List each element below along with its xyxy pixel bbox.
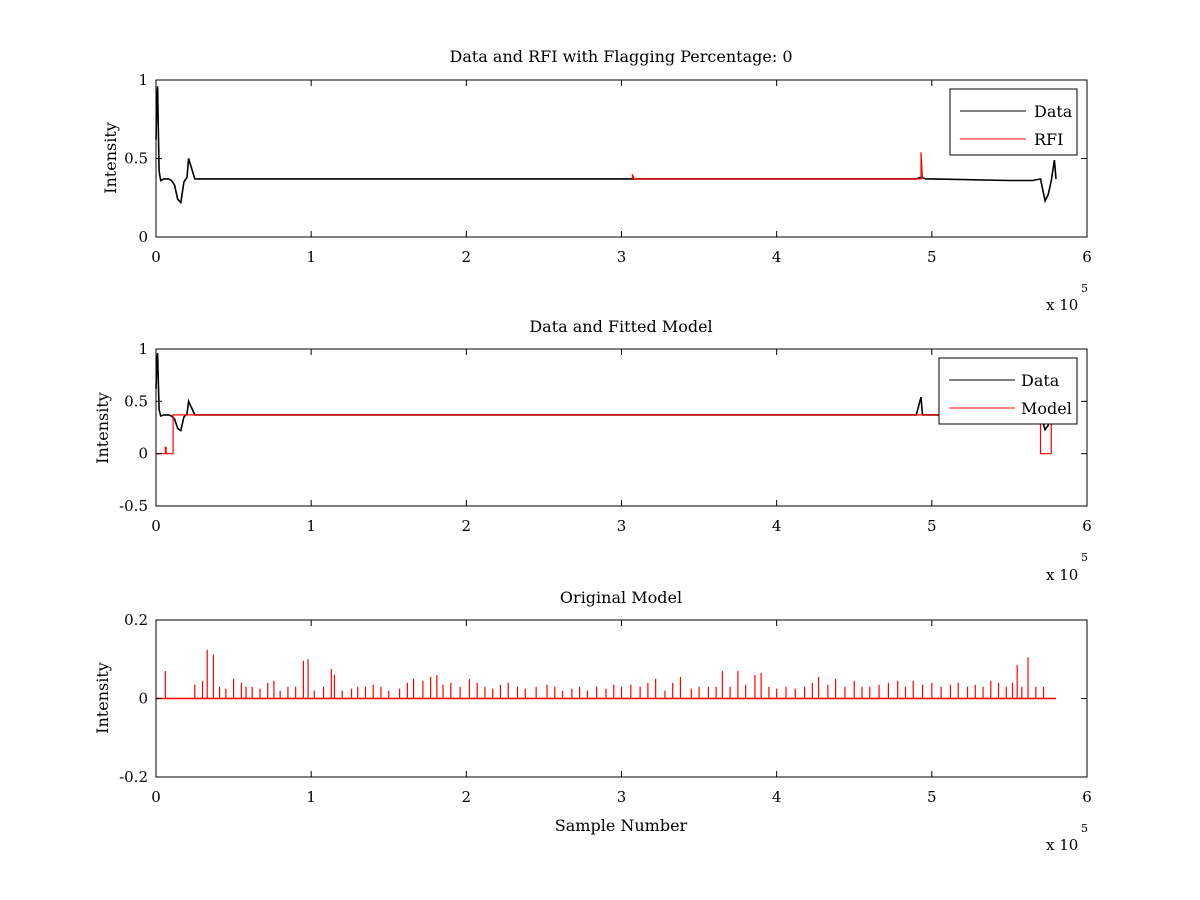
- legend: Data RFI: [949, 88, 1078, 156]
- y-axis-label: Intensity: [101, 122, 120, 194]
- ticks: 0 1 2 3 4 5 6-0.200.2: [119, 611, 1092, 806]
- plot-area: [155, 86, 1057, 205]
- y-tick-label: 0: [138, 228, 148, 246]
- x-tick-label: 6: [1082, 517, 1092, 535]
- x-tick-label: 3: [617, 248, 627, 266]
- legend-entry-model: Model: [1021, 399, 1072, 418]
- x-exponent-label: x 10: [1046, 296, 1078, 314]
- subplot-title: Original Model: [560, 588, 682, 607]
- x-axis-label: Sample Number: [555, 816, 688, 835]
- x-tick-label: 5: [927, 517, 937, 535]
- legend-entry-rfi: RFI: [1034, 130, 1063, 149]
- axes-frame: [155, 79, 1088, 238]
- x-tick-label: 4: [772, 788, 782, 806]
- x-tick-label: 3: [617, 517, 627, 535]
- plot-area: [156, 649, 1056, 700]
- x-exponent-power: 5: [1081, 551, 1088, 564]
- series-line-rfi: [631, 152, 924, 180]
- x-exponent-power: 5: [1081, 282, 1088, 295]
- y-tick-label: -0.2: [119, 768, 148, 786]
- x-tick-label: 3: [617, 788, 627, 806]
- x-tick-label: 0: [151, 248, 161, 266]
- subplot-title: Data and Fitted Model: [529, 317, 712, 336]
- x-tick-label: 1: [306, 517, 316, 535]
- y-tick-label: 0: [138, 445, 148, 463]
- x-tick-label: 5: [927, 788, 937, 806]
- subplot-title: Data and RFI with Flagging Percentage: 0: [449, 47, 792, 66]
- x-tick-label: 0: [151, 517, 161, 535]
- y-tick-label: -0.5: [119, 497, 148, 515]
- x-tick-label: 6: [1082, 248, 1092, 266]
- series-line-data: [155, 86, 1057, 205]
- y-tick-label: 0.5: [124, 392, 148, 410]
- x-tick-label: 0: [151, 788, 161, 806]
- y-tick-label: 0.2: [124, 611, 148, 629]
- x-tick-label: 1: [306, 248, 316, 266]
- legend: Data Model: [938, 357, 1078, 425]
- y-axis-label: Intensity: [93, 662, 112, 734]
- x-tick-label: 1: [306, 788, 316, 806]
- x-tick-label: 2: [462, 248, 472, 266]
- x-tick-label: 5: [927, 248, 937, 266]
- series-line-model: [156, 414, 1056, 455]
- subplot-original-model: Original Model 0 1 2 3 4 5 6-0.200.2 Intensity…: [93, 588, 1092, 854]
- x-tick-label: 6: [1082, 788, 1092, 806]
- x-tick-label: 4: [772, 517, 782, 535]
- legend-entry-data: Data: [1034, 102, 1073, 121]
- x-tick-label: 4: [772, 248, 782, 266]
- x-tick-label: 2: [462, 788, 472, 806]
- ticks: 0 1 2 3 4 5 6 0 0.5 1: [124, 71, 1092, 266]
- ticks: 0 1 2 3 4 5 6-0.500.51: [119, 340, 1092, 535]
- y-tick-label: 1: [138, 340, 148, 358]
- legend-box: [949, 88, 1078, 156]
- subplot-data-model: Data and Fitted Model 0 1 2 3 4 5 6-0.500.51 I…: [93, 317, 1092, 584]
- x-exponent-label: x 10: [1046, 836, 1078, 854]
- subplot-data-rfi: Data and RFI with Flagging Percentage: 0…: [101, 47, 1092, 314]
- y-tick-label: 1: [138, 71, 148, 89]
- y-tick-label: 0: [138, 690, 148, 708]
- axes-frame: [155, 348, 1088, 507]
- legend-entry-data: Data: [1021, 371, 1060, 390]
- x-exponent-power: 5: [1081, 822, 1088, 835]
- x-tick-label: 2: [462, 517, 472, 535]
- legend-box: [938, 357, 1078, 425]
- x-exponent-label: x 10: [1046, 566, 1078, 584]
- y-tick-label: 0.5: [124, 150, 148, 168]
- y-axis-label: Intensity: [93, 392, 112, 464]
